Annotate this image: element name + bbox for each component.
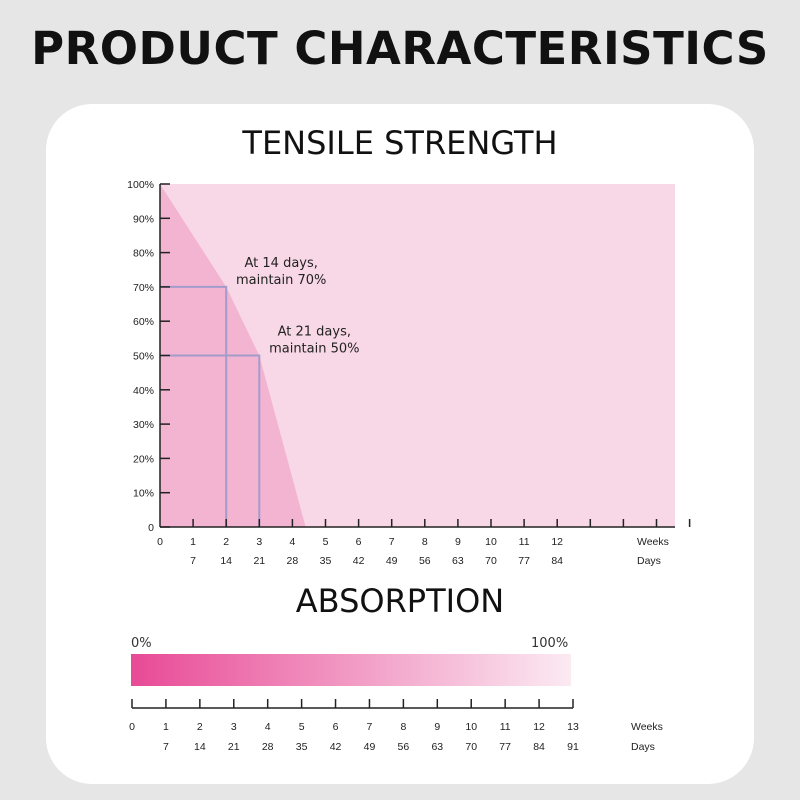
y-tick-label: 10% (133, 488, 154, 500)
absorption-day-label: 14 (194, 741, 206, 753)
absorption-day-label: 35 (296, 741, 308, 753)
absorption-week-label: 10 (465, 721, 477, 733)
x-day-label: 14 (220, 555, 232, 567)
x-day-label: 21 (253, 555, 265, 567)
x-day-label: 70 (485, 555, 497, 567)
absorption-day-label: 70 (465, 741, 477, 753)
y-tick-label: 20% (133, 453, 154, 465)
absorption-week-label: 6 (333, 721, 339, 733)
absorption-chart-title: ABSORPTION (295, 582, 505, 620)
x-day-label: 63 (452, 555, 464, 567)
absorption-day-label: 63 (431, 741, 443, 753)
x-week-label: 7 (389, 536, 395, 548)
x-week-label: 8 (422, 536, 428, 548)
guide-line-1 (160, 285, 228, 527)
x-day-label: 77 (518, 555, 530, 567)
x-day-label: 49 (386, 555, 398, 567)
absorption-day-label: 77 (499, 741, 511, 753)
y-tick-label: 30% (133, 419, 154, 431)
absorption-week-label: 5 (299, 721, 305, 733)
x-day-label: 42 (353, 555, 365, 567)
absorption-week-label: 0 (129, 721, 135, 733)
absorption-unit-weeks: Weeks (631, 721, 663, 733)
absorption-week-label: 12 (533, 721, 545, 733)
absorption-day-label: 7 (163, 741, 169, 753)
absorption-week-label: 13 (567, 721, 579, 733)
absorption-week-label: 7 (367, 721, 373, 733)
y-tick-label: 0 (148, 522, 154, 534)
y-tick-label: 80% (133, 248, 154, 260)
absorption-day-label: 42 (330, 741, 342, 753)
tensile-chart-title: TENSILE STRENGTH (242, 124, 558, 162)
x-week-label: 6 (356, 536, 362, 548)
x-week-label: 4 (289, 536, 295, 548)
x-week-label: 9 (455, 536, 461, 548)
absorption-day-label: 84 (533, 741, 545, 753)
x-week-label: 2 (223, 536, 229, 548)
absorption-day-label: 49 (364, 741, 376, 753)
x-day-label: 56 (419, 555, 431, 567)
annotation-2-line2: maintain 50% (269, 342, 359, 357)
x-week-label: 0 (157, 536, 163, 548)
absorption-week-label: 2 (197, 721, 203, 733)
y-tick-label: 100% (127, 179, 154, 191)
absorption-day-label: 56 (398, 741, 410, 753)
x-unit-weeks: Weeks (637, 536, 669, 548)
page-title: PRODUCT CHARACTERISTICS (31, 22, 769, 75)
x-week-label: 5 (323, 536, 329, 548)
y-tick-label: 70% (133, 282, 154, 294)
absorption-week-label: 8 (400, 721, 406, 733)
absorption-day-label: 28 (262, 741, 274, 753)
y-tick-label: 40% (133, 385, 154, 397)
absorption-week-label: 1 (163, 721, 169, 733)
absorption-week-label: 3 (231, 721, 237, 733)
x-day-label: 84 (551, 555, 563, 567)
annotation-1-line2: maintain 70% (236, 273, 326, 288)
x-week-label: 11 (519, 536, 530, 548)
absorption-week-label: 11 (500, 721, 511, 733)
absorption-start-label: 0% (131, 636, 152, 651)
absorption-day-label: 91 (567, 741, 579, 753)
annotation-2-line1: At 21 days, (278, 325, 351, 340)
x-week-label: 1 (190, 536, 196, 548)
y-tick-label: 50% (133, 351, 154, 363)
absorption-unit-days: Days (631, 741, 655, 753)
absorption-day-label: 21 (228, 741, 240, 753)
x-week-label: 12 (551, 536, 563, 548)
absorption-week-label: 4 (265, 721, 271, 733)
absorption-gradient-bar (131, 654, 571, 686)
x-week-label: 10 (485, 536, 497, 548)
x-day-label: 28 (287, 555, 299, 567)
absorption-week-label: 9 (434, 721, 440, 733)
absorption-end-label: 100% (531, 636, 569, 651)
y-tick-label: 60% (133, 316, 154, 328)
x-unit-days: Days (637, 555, 661, 567)
guide-line-2 (160, 354, 261, 527)
y-tick-label: 90% (133, 213, 154, 225)
x-day-label: 7 (190, 555, 196, 567)
x-day-label: 35 (320, 555, 332, 567)
annotation-1-line1: At 14 days, (245, 256, 318, 271)
x-week-label: 3 (256, 536, 262, 548)
